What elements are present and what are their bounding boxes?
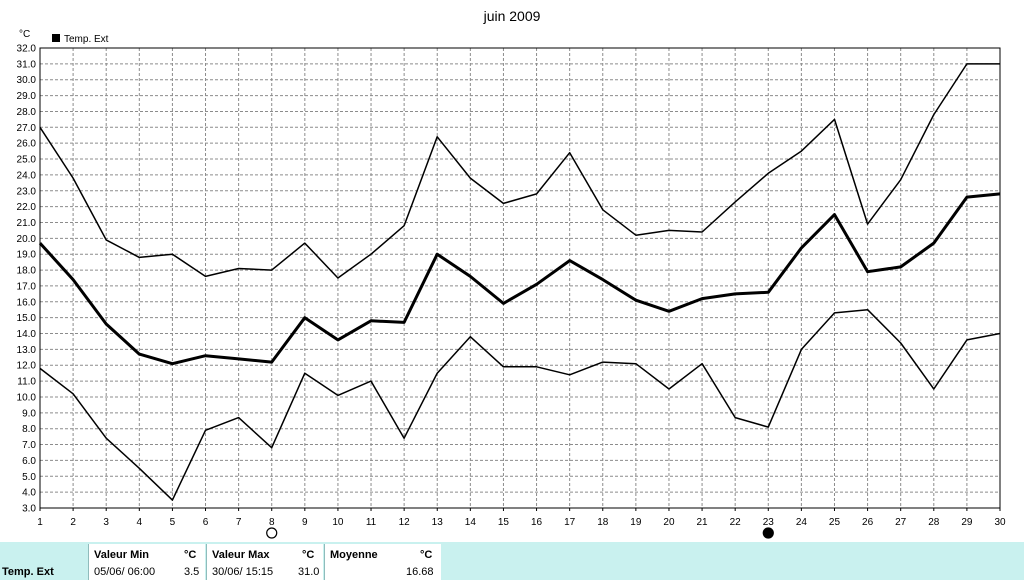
x-tick-label: 21 bbox=[697, 517, 709, 528]
y-tick-label: 12.0 bbox=[17, 361, 37, 372]
y-tick-label: 11.0 bbox=[17, 377, 36, 388]
x-tick-label: 9 bbox=[302, 517, 308, 528]
min-value: 3.5 bbox=[184, 566, 200, 578]
x-tick-label: 17 bbox=[564, 517, 576, 528]
x-tick-label: 11 bbox=[366, 517, 377, 528]
y-unit-label: °C bbox=[19, 29, 30, 40]
full-moon-marker bbox=[762, 527, 774, 539]
series-line-mean bbox=[38, 192, 1001, 366]
x-tick-label: 20 bbox=[663, 517, 675, 528]
y-tick-label: 6.0 bbox=[22, 456, 36, 467]
y-tick-label: 23.0 bbox=[17, 186, 37, 197]
x-tick-label: 24 bbox=[796, 517, 808, 528]
y-tick-label: 21.0 bbox=[17, 218, 37, 229]
series-layer bbox=[38, 63, 1001, 501]
x-tick-label: 4 bbox=[137, 517, 143, 528]
y-tick-label: 30.0 bbox=[17, 75, 37, 86]
max-date: 30/06/ 15:15 bbox=[212, 566, 274, 578]
y-tick-label: 10.0 bbox=[17, 392, 37, 403]
x-tick-label: 28 bbox=[928, 517, 940, 528]
x-tick-label: 6 bbox=[203, 517, 209, 528]
x-tick-label: 27 bbox=[895, 517, 907, 528]
x-tick-label: 18 bbox=[597, 517, 609, 528]
x-tick-label: 10 bbox=[332, 517, 344, 528]
x-tick-label: 22 bbox=[730, 517, 742, 528]
chart-title: juin 2009 bbox=[483, 8, 541, 24]
mean-header: Moyenne bbox=[330, 549, 378, 561]
stats-row-label: Temp. Ext bbox=[2, 566, 54, 578]
x-tick-label: 1 bbox=[37, 517, 43, 528]
y-tick-label: 24.0 bbox=[17, 170, 37, 181]
y-tick-label: 27.0 bbox=[17, 123, 37, 134]
stats-panel: Temp. Ext Valeur Min °C 05/06/ 06:00 3.5… bbox=[0, 542, 1024, 580]
y-tick-label: 15.0 bbox=[17, 313, 37, 324]
x-tick-label: 2 bbox=[70, 517, 76, 528]
x-tick-label: 12 bbox=[399, 517, 411, 528]
y-tick-label: 22.0 bbox=[17, 202, 37, 213]
y-tick-label: 3.0 bbox=[22, 504, 36, 515]
y-tick-label: 17.0 bbox=[17, 281, 37, 292]
mean-value: 16.68 bbox=[406, 566, 434, 578]
y-tick-label: 18.0 bbox=[17, 266, 37, 277]
legend-label: Temp. Ext bbox=[64, 34, 109, 45]
y-tick-label: 8.0 bbox=[22, 424, 36, 435]
x-tick-label: 30 bbox=[994, 517, 1006, 528]
x-tick-label: 26 bbox=[862, 517, 874, 528]
temperature-chart: juin 2009 °C Temp. Ext 3.0 4.0 5.0 6.0 7.0 8.… bbox=[17, 8, 1006, 539]
y-tick-label: 20.0 bbox=[17, 234, 37, 245]
max-box bbox=[206, 544, 323, 580]
max-header: Valeur Max bbox=[212, 549, 270, 561]
x-tick-label: 5 bbox=[170, 517, 176, 528]
mean-unit: °C bbox=[420, 549, 433, 561]
y-tick-label: 25.0 bbox=[17, 155, 37, 166]
plot-frame bbox=[39, 47, 1001, 509]
x-tick-label: 13 bbox=[432, 517, 444, 528]
min-box bbox=[88, 544, 205, 580]
x-tick-label: 25 bbox=[829, 517, 841, 528]
x-tick-label: 19 bbox=[630, 517, 642, 528]
y-tick-label: 4.0 bbox=[22, 488, 36, 499]
grid bbox=[40, 48, 1000, 508]
y-tick-label: 26.0 bbox=[17, 139, 37, 150]
y-tick-label: 16.0 bbox=[17, 297, 37, 308]
min-header: Valeur Min bbox=[94, 549, 150, 561]
new-moon-marker bbox=[266, 527, 278, 539]
y-tick-label: 19.0 bbox=[17, 250, 37, 261]
y-tick-label: 14.0 bbox=[17, 329, 37, 340]
series-line-min bbox=[39, 308, 1001, 501]
y-tick-label: 32.0 bbox=[17, 44, 37, 55]
x-tick-label: 14 bbox=[465, 517, 477, 528]
max-unit: °C bbox=[302, 549, 315, 561]
legend-swatch bbox=[52, 34, 60, 42]
x-tick-label: 3 bbox=[103, 517, 109, 528]
axes: 3.0 4.0 5.0 6.0 7.0 8.0 9.0 10.0 11.0 12.0 13.0 14.… bbox=[17, 44, 1006, 529]
max-value: 31.0 bbox=[298, 566, 320, 578]
x-tick-label: 29 bbox=[961, 517, 973, 528]
y-tick-label: 9.0 bbox=[22, 408, 36, 419]
y-tick-label: 28.0 bbox=[17, 107, 37, 118]
x-tick-label: 23 bbox=[763, 517, 775, 528]
min-unit: °C bbox=[184, 549, 197, 561]
moon-markers bbox=[266, 527, 774, 539]
x-tick-label: 15 bbox=[498, 517, 510, 528]
mean-box bbox=[324, 544, 441, 580]
y-tick-label: 13.0 bbox=[17, 345, 37, 356]
y-tick-label: 5.0 bbox=[22, 472, 36, 483]
series-line-max bbox=[39, 63, 1000, 279]
min-date: 05/06/ 06:00 bbox=[94, 566, 156, 578]
y-tick-label: 31.0 bbox=[17, 59, 37, 70]
x-tick-label: 8 bbox=[269, 517, 275, 528]
x-tick-label: 16 bbox=[531, 517, 543, 528]
y-tick-label: 29.0 bbox=[17, 91, 37, 102]
x-tick-label: 7 bbox=[236, 517, 242, 528]
y-tick-label: 7.0 bbox=[22, 440, 36, 451]
